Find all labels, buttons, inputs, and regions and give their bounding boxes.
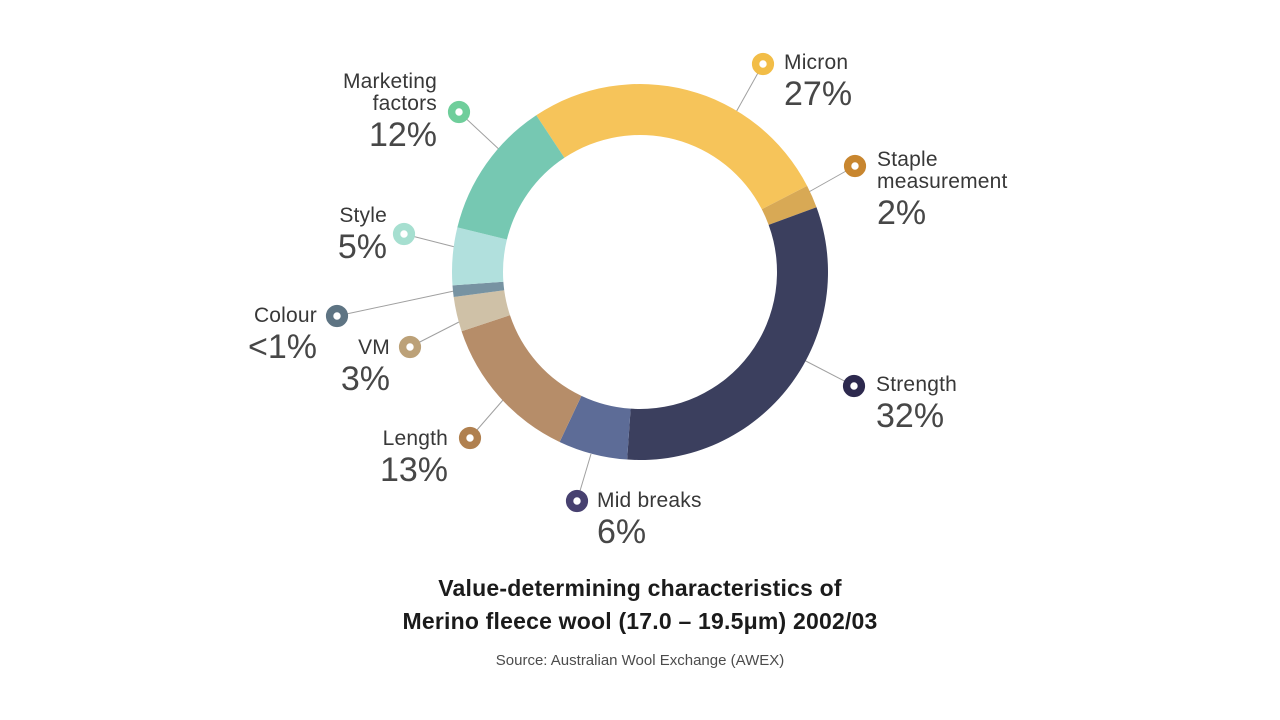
legend-bullet: [843, 154, 867, 178]
legend-bullet: [751, 52, 775, 76]
legend-bullet: [447, 100, 471, 124]
source-note: Source: Australian Wool Exchange (AWEX): [495, 652, 785, 669]
donut-segment: [761, 185, 817, 225]
donut-segment: [451, 227, 507, 286]
legend-bullet: [325, 304, 349, 328]
chart-title-line-1: Value-determining characteristics of: [438, 575, 842, 601]
chart-title: Value-determining characteristics of Mer…: [0, 572, 1280, 638]
legend-bullet: [842, 374, 866, 398]
legend-bullet: [392, 222, 416, 246]
legend-bullet: [398, 335, 422, 359]
legend-bullet: [458, 426, 482, 450]
chart-title-line-2: Merino fleece wool (17.0 – 19.5μm) 2002/…: [402, 608, 878, 634]
donut-segment: [627, 207, 828, 460]
donut-segment: [559, 395, 631, 460]
donut-segment: [457, 115, 565, 240]
donut-segment: [536, 84, 808, 210]
leader-line: [336, 290, 455, 317]
legend-bullet: [565, 489, 589, 513]
donut-segment: [453, 290, 510, 332]
donut-segment: [461, 315, 582, 442]
donut-segment: [452, 281, 505, 298]
